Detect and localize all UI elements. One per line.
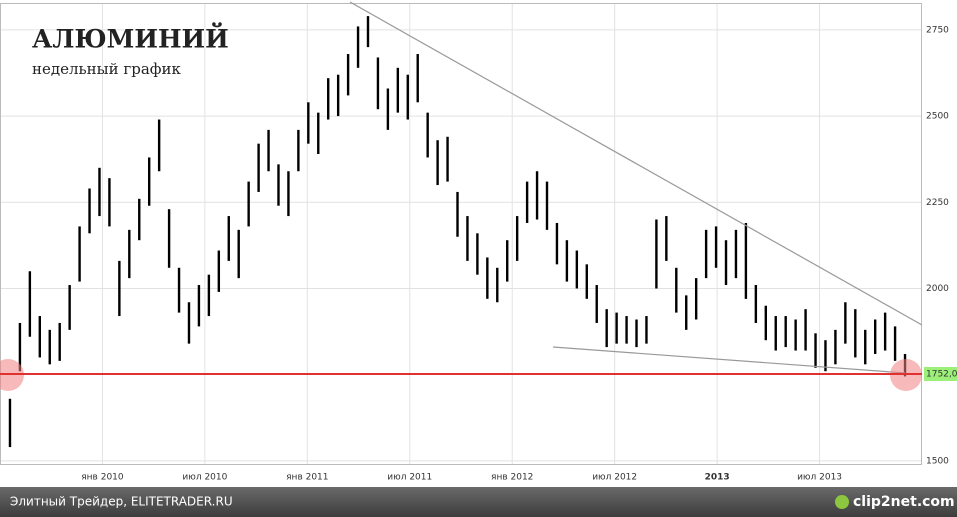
y-tick-label: 2000 [926, 284, 949, 294]
y-tick-label: 2250 [926, 198, 949, 208]
chart-title: АЛЮМИНИЙ [32, 23, 229, 54]
x-tick-label: янв 2012 [491, 473, 533, 483]
x-tick-label: июл 2013 [797, 473, 842, 483]
x-tick-label: июл 2012 [592, 473, 637, 483]
y-tick-label: 1500 [926, 456, 949, 466]
footer-logo: clip2net.com [853, 494, 955, 510]
x-tick-label: июл 2010 [182, 473, 227, 483]
x-tick-label: янв 2010 [81, 473, 124, 483]
footer-bar [0, 487, 957, 517]
x-tick-label: июл 2011 [387, 473, 432, 483]
y-tick-label: 2500 [926, 112, 949, 122]
highlight-left [0, 359, 24, 391]
highlight-right [890, 359, 922, 391]
level-label: 1752,0 [926, 369, 957, 379]
y-tick-label: 2750 [926, 25, 949, 35]
bars [8, 16, 907, 448]
trend-line-lower [552, 346, 906, 374]
x-tick-label: янв 2011 [286, 473, 328, 483]
footer-source: Элитный Трейдер, ELITETRADER.RU [10, 495, 233, 509]
plot-frame [0, 3, 922, 465]
overlay: 1752,0 [0, 366, 957, 381]
chart-subtitle: недельный график [32, 60, 182, 78]
x-tick-label: 2013 [705, 473, 730, 483]
logo-icon [835, 495, 849, 509]
trend-line-upper [349, 1, 923, 326]
level-label-box [924, 366, 957, 381]
grid [0, 3, 922, 465]
